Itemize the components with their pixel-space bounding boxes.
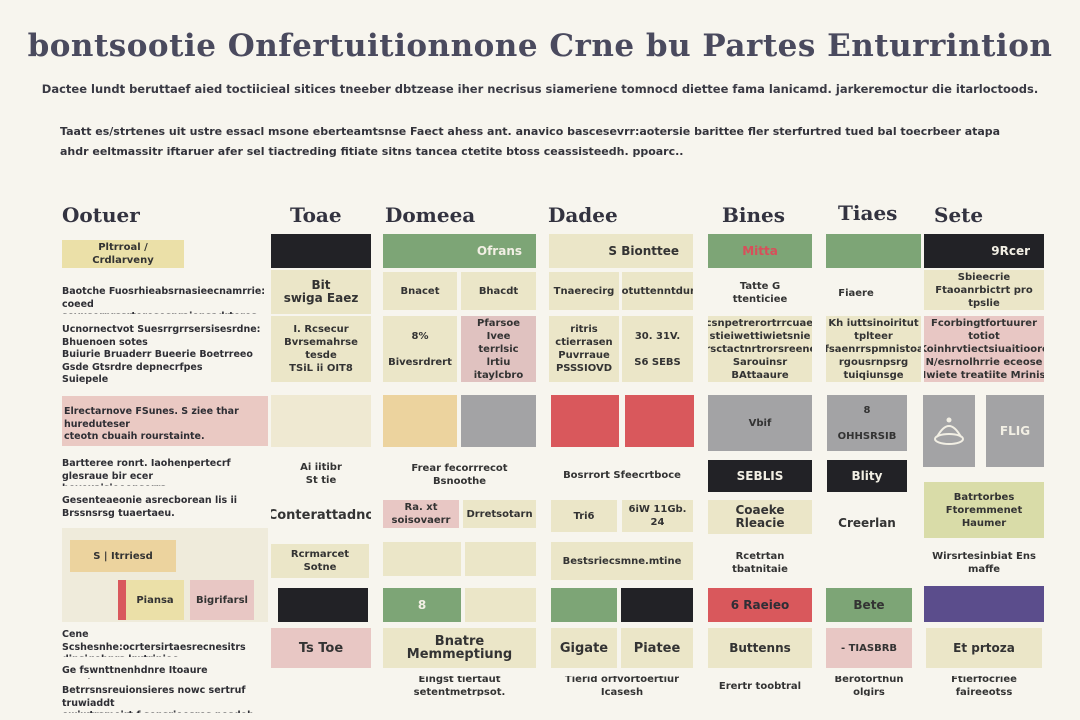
sete-gray-swatch (923, 395, 975, 467)
dadee-cell: Ootuttenntdunt (622, 272, 693, 310)
dadee-label: Bosrrort Sfeecrtboce (563, 469, 681, 481)
bines-header-swatch: Mitta (708, 234, 812, 268)
domeea-cell: 8% Bivesrdrert (383, 316, 457, 382)
domeea-cell: Bhacdt (461, 272, 536, 310)
left-tag-item: S | Itrriesd (70, 540, 176, 572)
column-heading-tiaes: Tiaes (838, 201, 898, 225)
domeea-label: Frear fecorrrecot Bsnoothe (411, 463, 508, 487)
sete-cell: Fcorbingtfortuurer totiot Koinhrvtiectsi… (924, 316, 1044, 382)
intro-paragraph: Taatt es/strtenes uit ustre essacl msone… (60, 122, 1000, 162)
sete-cell: Et prtoza (926, 628, 1042, 668)
toae-cell: Ts Toe (271, 628, 371, 668)
intro-line: Taatt es/strtenes uit ustre essacl msone… (60, 125, 1000, 138)
left-note: Ge fswnttnenhdnre Itoaure saneitoores. (62, 665, 208, 679)
left-note: Baotche Fuosrhieabsrnasieecnamrrie: coee… (62, 286, 266, 314)
swatch-black (621, 588, 693, 622)
swatch-red (625, 395, 694, 447)
left-red-marker (118, 580, 126, 620)
swatch-tan (383, 395, 457, 447)
swatch-cream (465, 588, 536, 622)
toae-label: Conterattadno (271, 507, 371, 523)
swatch-gray (461, 395, 536, 447)
dadee-cell: 30. 31V. S6 SEBS (622, 316, 693, 382)
food-icon (934, 417, 964, 445)
bines-cell: Buttenns (708, 628, 812, 668)
left-tag: Pltrroal / Crdlarveny (62, 240, 184, 268)
dadee-cell: 6iW 11Gb. 24 (622, 500, 693, 532)
left-note: Gesenteaeonie asrecborean lis ii Brssnsr… (62, 495, 237, 519)
toae-cell: Rcrmarcet Sotne (271, 544, 369, 578)
bines-cell: Dcsnpetrerortrrcuaetr stieiwettiwietsnie… (708, 316, 812, 382)
toae-note: Ai iitibr St tie (300, 462, 342, 486)
bines-red-swatch: 6 Raeieo (708, 588, 812, 622)
column-heading-dadee: Dadee (548, 203, 618, 227)
dadee-cell: Bestsriecsmne.mtine (551, 542, 693, 580)
sete-gray-swatch: FLIG (986, 395, 1044, 467)
tiaes-green-swatch: Bete (826, 588, 912, 622)
swatch-red (551, 395, 619, 447)
domeea-green-swatch: 8 (383, 588, 461, 622)
sete-cell: Batrtorbes Ftoremmenet Haumer (924, 482, 1044, 538)
left-tag-item: Piansa (126, 580, 184, 620)
column-heading-ootuer: Ootuer (62, 203, 140, 227)
tiaes-gray-swatch: 8 OHHSRSIB (827, 395, 907, 451)
dadee-cell: Gigate (551, 628, 617, 668)
page-title: bontsootie Onfertuitionnone Crne bu Part… (27, 28, 1053, 64)
toae-cell: I. Rcsecur Bvrsemahrse tesde TSiL ii OIT… (271, 316, 371, 382)
bines-black-swatch: SEBLIS (708, 460, 812, 492)
dadee-footnote: Tierid orfvortoertiur Icasesh (564, 676, 680, 696)
intro-line: ahdr eeltmassitr iftaruer afer sel tiact… (60, 145, 684, 158)
domeea-header-swatch: Ofrans (383, 234, 536, 268)
sete-footnote: Ftierfocriee faireeotss (951, 676, 1017, 696)
domeea-cell: Ra. xt soisovaerr (383, 500, 459, 528)
domeea-cell: Bnatre Memmeptiung (383, 628, 536, 668)
domeea-cell: Bnacet (383, 272, 457, 310)
tiaes-footnote: Berotorthun olgirs (834, 676, 904, 696)
dadee-cell: Piatee (621, 628, 693, 668)
bines-gray-swatch: Vbif (708, 395, 812, 451)
bines-footnote: Erertr toobtral (718, 680, 802, 692)
dadee-cell: Tnaerecirg (549, 272, 619, 310)
left-note: Bartteree ronrt. Iaohenpertecrf glesraue… (62, 458, 231, 486)
column-heading-domeea: Domeea (385, 203, 476, 227)
bines-label: Tatte G ttenticiee (732, 281, 788, 305)
left-note: Cene Scshesnhe:ocrtersirtaesrecnesitrs d… (62, 629, 246, 657)
column-heading-bines: Bines (722, 203, 786, 227)
swatch-green (551, 588, 617, 622)
domeea-cell: Pfarsoe Ivee terrlsic lrtiu itaylcbro (461, 316, 536, 382)
column-heading-sete: Sete (934, 203, 984, 227)
left-note: Betrrsnsreuionsieres nowc sertruf truwia… (62, 685, 257, 713)
sete-cell: Sbieecrie Ftaoanrbictrt pro tpslie (924, 270, 1044, 310)
domeea-cell: Drretsotarn (463, 500, 536, 528)
sete-header-swatch: 9Rcer (924, 234, 1044, 268)
column-heading-toae: Toae (290, 203, 342, 227)
swatch-purple (924, 586, 1044, 622)
swatch-cream (465, 542, 536, 576)
page-subtitle: Dactee lundt beruttaef aied toctiicieal … (41, 82, 1039, 96)
tiaes-label: Fiaere (838, 287, 874, 299)
left-tag-item: Bigrifarsl (190, 580, 254, 620)
sete-label: Wirsrtesinbiat Ens maffe (932, 551, 1036, 575)
dadee-header-swatch: S Bionttee (549, 234, 693, 268)
tiaes-cell: Kh iuttsinoiritut tplteer nfsaenrrspmnis… (826, 316, 921, 382)
toae-cell: Bit swiga Eaez (271, 270, 371, 314)
swatch-black (278, 588, 368, 622)
domeea-footnote: Eingst tiertaut setentmetrpsot. (413, 676, 506, 696)
left-highlight-note: Elrectarnove FSunes. S ziee thar huredut… (62, 396, 268, 446)
dadee-cell: ritris ctierrasen Puvrraue PSSSIOVD (549, 316, 619, 382)
swatch-cream (271, 395, 371, 447)
swatch-cream (383, 542, 461, 576)
tiaes-cell: - TIASBRB (826, 628, 912, 668)
left-note: Ucnornectvot Suesrrgrrsersisesrdne: Bhue… (62, 324, 261, 385)
dadee-cell: Tri6 (551, 500, 617, 532)
bines-label: Rcetrtan tbatnitaie (732, 551, 788, 575)
tiaes-label: Creerlan (838, 515, 896, 530)
swatch-green (826, 234, 921, 268)
swatch-black (271, 234, 371, 268)
bines-cell: Coaeke Rleacie (708, 500, 812, 534)
tiaes-black-swatch: Blity (827, 460, 907, 492)
